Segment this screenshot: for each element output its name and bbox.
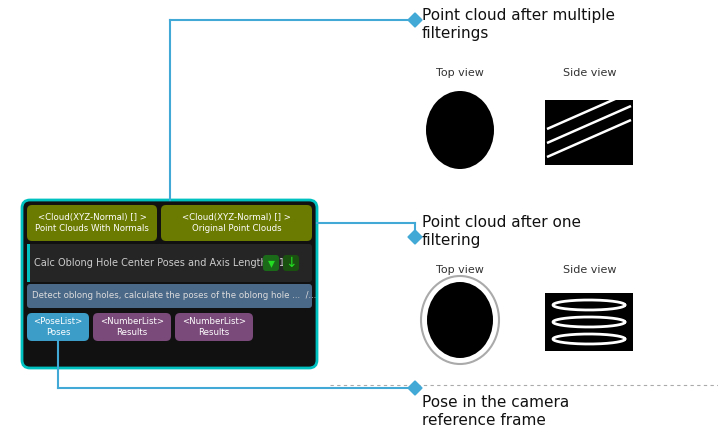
Text: Calc Oblong Hole Center Poses and Axis Lengths (1): Calc Oblong Hole Center Poses and Axis L… [34, 258, 289, 268]
FancyBboxPatch shape [22, 200, 317, 368]
FancyBboxPatch shape [27, 284, 312, 308]
FancyBboxPatch shape [283, 255, 299, 271]
FancyBboxPatch shape [27, 244, 312, 282]
Polygon shape [408, 230, 422, 244]
FancyBboxPatch shape [263, 255, 279, 271]
Text: Point cloud after multiple
filterings: Point cloud after multiple filterings [422, 8, 615, 41]
Text: ▾: ▾ [268, 256, 274, 270]
Text: Detect oblong holes, calculate the poses of the oblong hole ...  /...: Detect oblong holes, calculate the poses… [32, 292, 317, 300]
Bar [545, 293, 633, 351]
Polygon shape [408, 381, 422, 395]
FancyBboxPatch shape [161, 205, 312, 241]
Text: <PoseList>
Poses: <PoseList> Poses [33, 317, 83, 337]
Text: <Cloud(XYZ-Normal) [] >
Original Point Clouds: <Cloud(XYZ-Normal) [] > Original Point C… [182, 213, 291, 233]
Polygon shape [408, 13, 422, 27]
Text: Side view: Side view [563, 68, 617, 78]
FancyBboxPatch shape [27, 313, 89, 341]
Text: Pose in the camera
reference frame: Pose in the camera reference frame [422, 395, 569, 428]
Ellipse shape [427, 282, 493, 358]
FancyBboxPatch shape [93, 313, 171, 341]
Text: <Cloud(XYZ-Normal) [] >
Point Clouds With Normals: <Cloud(XYZ-Normal) [] > Point Clouds Wit… [35, 213, 149, 233]
Text: Point cloud after one
filtering: Point cloud after one filtering [422, 215, 581, 248]
Text: <NumberList>
Results: <NumberList> Results [100, 317, 164, 337]
FancyBboxPatch shape [175, 313, 253, 341]
Ellipse shape [421, 276, 499, 364]
Bar [545, 100, 633, 165]
FancyBboxPatch shape [27, 205, 157, 241]
Text: ↓: ↓ [285, 256, 297, 270]
Text: <NumberList>
Results: <NumberList> Results [182, 317, 246, 337]
Text: Side view: Side view [563, 265, 617, 275]
Bar [27, 244, 30, 282]
Text: Top view: Top view [436, 68, 484, 78]
Text: Top view: Top view [436, 265, 484, 275]
Ellipse shape [426, 91, 494, 169]
